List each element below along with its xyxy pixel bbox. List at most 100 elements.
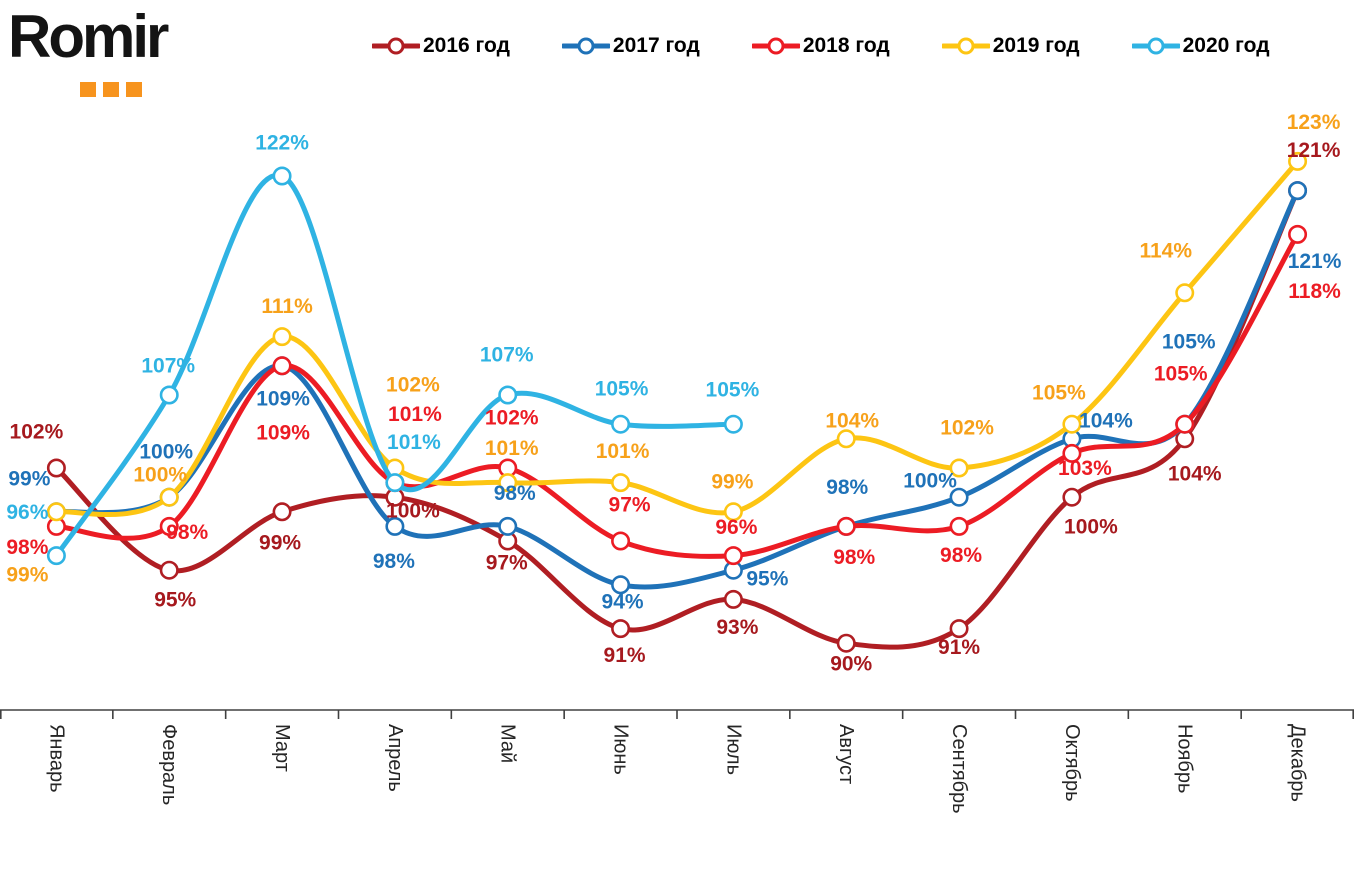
data-label-2017: 121% — [1288, 250, 1342, 273]
data-label-2018: 97% — [609, 494, 651, 517]
data-point-2019 — [836, 429, 856, 449]
data-label-2018: 98% — [166, 521, 208, 544]
legend-item-label: 2016 год — [423, 34, 510, 57]
data-label-2018: 109% — [256, 421, 310, 444]
series-line-2019 — [53, 158, 1301, 518]
data-point-2018 — [1288, 224, 1308, 244]
data-label-2017: 98% — [826, 476, 868, 499]
legend-marker-icon — [372, 37, 420, 55]
data-point-2016 — [611, 619, 631, 639]
data-point-2019 — [159, 487, 179, 507]
data-label-2017: 98% — [373, 550, 415, 573]
data-label-2020: 101% — [387, 431, 441, 454]
legend-marker-circle — [1147, 37, 1165, 55]
data-label-2017: 100% — [903, 470, 957, 493]
data-label-2018: 101% — [388, 403, 442, 426]
legend-marker-circle — [577, 37, 595, 55]
data-point-2020 — [272, 166, 292, 186]
data-point-2016 — [272, 502, 292, 522]
data-point-2017 — [385, 516, 405, 536]
data-label-2016: 100% — [1064, 516, 1118, 539]
data-label-2020: 105% — [595, 378, 649, 401]
legend-marker-icon — [941, 37, 990, 55]
data-label-2019: 114% — [1139, 239, 1192, 262]
data-label-2016: 97% — [486, 552, 528, 575]
legend-marker-icon — [751, 37, 800, 55]
data-point-2020 — [611, 414, 631, 434]
x-axis-label: Март — [271, 724, 293, 772]
data-point-2016 — [159, 560, 179, 580]
chart-legend: 2016 год 2017 год 2018 год 2019 год 2020 год — [372, 34, 1270, 58]
data-label-2019: 102% — [940, 417, 994, 440]
data-point-2018 — [611, 531, 631, 551]
data-point-2018 — [272, 356, 292, 376]
romir-logo-text: Romir — [8, 3, 169, 70]
data-point-2018 — [836, 516, 856, 536]
x-axis-label: Декабрь — [1287, 724, 1309, 802]
x-axis-label: Ноябрь — [1174, 724, 1196, 793]
data-point-2018 — [159, 516, 179, 536]
data-label-2020: 122% — [255, 132, 309, 155]
data-label-2016: 99% — [259, 531, 301, 554]
data-label-2018: 118% — [1288, 280, 1341, 303]
data-label-2016: 90% — [830, 653, 872, 676]
data-label-2018: 98% — [940, 544, 982, 567]
data-label-2017: 98% — [494, 482, 536, 505]
data-label-2018: 98% — [6, 536, 48, 559]
data-label-2019: 102% — [386, 374, 440, 397]
x-axis-label: Май — [497, 724, 519, 763]
data-label-2016: 102% — [10, 421, 64, 444]
data-label-2019: 111% — [261, 295, 313, 318]
series-line-2016 — [53, 188, 1301, 650]
data-label-2020: 107% — [480, 344, 534, 367]
data-label-2019: 104% — [825, 409, 879, 432]
data-point-2020 — [498, 385, 518, 405]
data-point-2017 — [498, 516, 518, 536]
data-label-2016: 100% — [386, 500, 440, 523]
data-point-2020 — [723, 414, 743, 434]
data-label-2017: 100% — [139, 441, 193, 464]
series-line-2017 — [53, 188, 1301, 590]
data-point-2016 — [46, 458, 66, 478]
legend-item-label: 2018 год — [802, 34, 890, 57]
legend-marker-circle — [957, 37, 975, 55]
logo-dot — [103, 82, 119, 97]
legend-marker-icon — [561, 37, 610, 55]
data-point-2017 — [949, 487, 969, 507]
data-point-2018 — [723, 546, 743, 566]
legend-item-2020: 2020 год — [1131, 34, 1270, 58]
data-label-2018: 103% — [1058, 457, 1112, 480]
data-point-2019 — [949, 458, 969, 478]
series-line-2018 — [53, 231, 1301, 559]
data-label-2018: 102% — [485, 407, 539, 430]
data-label-2019: 99% — [711, 470, 753, 493]
data-point-2018 — [949, 516, 969, 536]
data-label-2019: 99% — [6, 563, 48, 586]
logo-dot — [80, 82, 96, 97]
data-label-2016: 93% — [716, 616, 758, 639]
data-label-2018: 105% — [1154, 363, 1208, 386]
data-label-2017: 99% — [8, 467, 50, 490]
data-point-2017 — [611, 575, 631, 595]
romir-logo-dots — [80, 82, 142, 97]
data-label-2016: 95% — [154, 589, 196, 612]
data-label-2017: 109% — [256, 387, 310, 410]
data-point-2020 — [46, 546, 66, 566]
data-point-2019 — [498, 473, 518, 493]
logo-dot — [126, 82, 142, 97]
data-point-2019 — [46, 502, 66, 522]
data-label-2020: 105% — [706, 379, 760, 402]
x-axis-label: Февраль — [158, 724, 180, 805]
data-point-2018 — [1175, 414, 1195, 434]
data-point-2019 — [611, 473, 631, 493]
data-label-2019: 100% — [133, 464, 187, 487]
romir-logo: Romir — [8, 4, 228, 104]
legend-item-2018: 2018 год — [751, 34, 890, 58]
data-point-2019 — [272, 327, 292, 347]
x-axis-label: Сентябрь — [948, 724, 970, 814]
data-point-2019 — [723, 502, 743, 522]
x-axis-label: Январь — [45, 724, 67, 793]
legend-item-label: 2017 год — [612, 34, 700, 57]
legend-item-label: 2019 год — [992, 34, 1080, 57]
